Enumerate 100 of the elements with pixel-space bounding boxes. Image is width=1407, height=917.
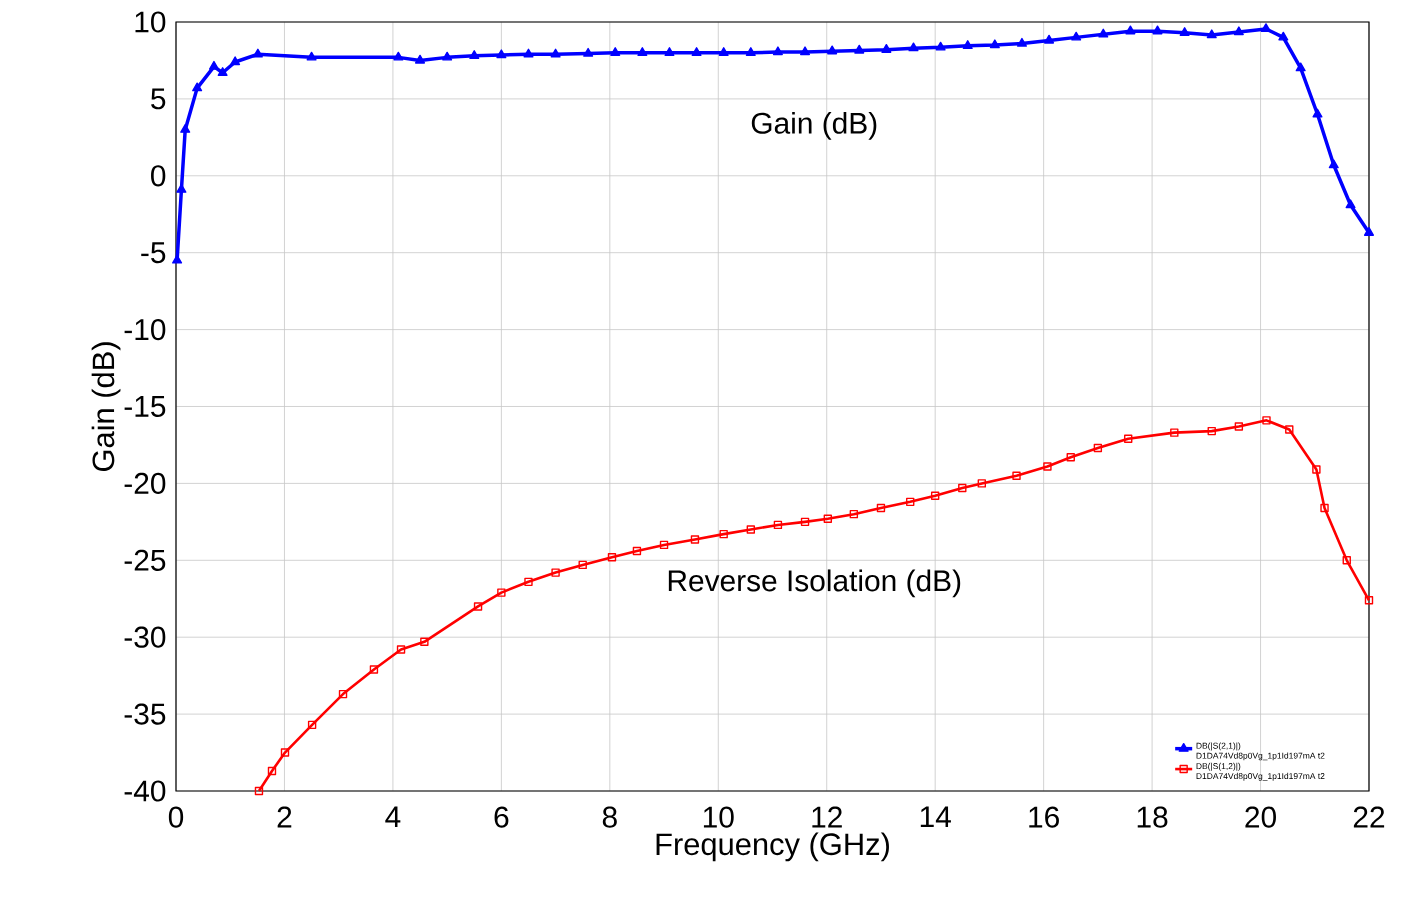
x-tick-label: 12 bbox=[812, 806, 842, 828]
point bbox=[773, 520, 783, 530]
point bbox=[338, 689, 348, 699]
point bbox=[1016, 37, 1027, 47]
point bbox=[935, 41, 946, 51]
point bbox=[524, 577, 533, 587]
point bbox=[1043, 462, 1052, 471]
point bbox=[906, 497, 915, 507]
point bbox=[280, 748, 290, 757]
point bbox=[1278, 31, 1289, 41]
point bbox=[396, 645, 406, 654]
point bbox=[1179, 27, 1190, 36]
point bbox=[306, 51, 317, 61]
point bbox=[496, 49, 507, 59]
point bbox=[1012, 471, 1021, 480]
point bbox=[583, 47, 594, 57]
point bbox=[823, 514, 833, 523]
x-tick-label: 10 bbox=[703, 806, 734, 828]
y-tick-label: -15 bbox=[124, 396, 166, 417]
point bbox=[473, 602, 483, 611]
point bbox=[254, 786, 264, 796]
point bbox=[876, 503, 886, 513]
y-tick-label: -10 bbox=[124, 319, 166, 341]
point bbox=[1044, 34, 1055, 44]
point bbox=[690, 535, 700, 544]
point bbox=[217, 67, 228, 76]
point bbox=[659, 540, 669, 550]
point bbox=[208, 60, 219, 70]
point bbox=[772, 46, 783, 56]
point bbox=[989, 39, 1000, 49]
point bbox=[442, 51, 453, 61]
point bbox=[746, 525, 756, 534]
point bbox=[800, 46, 811, 56]
point bbox=[1207, 426, 1216, 436]
point bbox=[252, 48, 263, 58]
point bbox=[497, 588, 506, 597]
point bbox=[1206, 29, 1217, 39]
point bbox=[719, 529, 728, 539]
point bbox=[908, 42, 919, 52]
point bbox=[1152, 25, 1163, 35]
point bbox=[1260, 23, 1271, 33]
point bbox=[881, 43, 892, 53]
point bbox=[854, 44, 865, 54]
point bbox=[664, 47, 675, 56]
point bbox=[180, 123, 191, 133]
point bbox=[1093, 443, 1103, 453]
point bbox=[420, 637, 429, 647]
x-axis-title: Frequency (GHz) bbox=[656, 832, 889, 862]
point bbox=[523, 48, 534, 58]
point bbox=[1098, 28, 1109, 38]
y-tick-label: 5 bbox=[151, 88, 166, 110]
point bbox=[551, 568, 560, 577]
point bbox=[267, 766, 277, 776]
x-tick-label: 18 bbox=[1137, 806, 1168, 828]
point bbox=[930, 491, 940, 500]
y-tick-label: -40 bbox=[124, 780, 166, 802]
y-axis-title: Gain (dB) bbox=[91, 342, 121, 472]
x-tick-label: 0 bbox=[168, 806, 184, 828]
y-tick-label: -25 bbox=[124, 549, 166, 571]
point bbox=[1320, 503, 1329, 513]
x-tick-label: 8 bbox=[602, 806, 617, 828]
point bbox=[962, 40, 973, 50]
point bbox=[637, 47, 648, 56]
point bbox=[718, 47, 729, 56]
y-tick-label: -35 bbox=[124, 703, 166, 725]
point bbox=[1285, 425, 1294, 434]
point bbox=[1312, 465, 1321, 474]
point bbox=[578, 560, 587, 570]
point bbox=[1233, 26, 1244, 36]
x-tick-label: 2 bbox=[277, 806, 292, 828]
legend-label: DB(|S(1,2)|) D1DA74Vd8p0Vg_1p1Id197mA t2 bbox=[1196, 762, 1325, 781]
y-tick-label: 10 bbox=[135, 11, 166, 33]
point bbox=[632, 546, 642, 556]
point bbox=[607, 553, 617, 562]
point bbox=[1262, 416, 1271, 425]
x-tick-label: 16 bbox=[1029, 806, 1059, 828]
point bbox=[1124, 434, 1133, 443]
point bbox=[800, 517, 810, 527]
point bbox=[691, 47, 702, 56]
annotation: Gain (dB) bbox=[751, 111, 877, 140]
point bbox=[307, 720, 317, 730]
point bbox=[977, 479, 987, 488]
x-tick-label: 6 bbox=[494, 806, 509, 828]
annotation: Reverse Isolation (dB) bbox=[668, 569, 961, 598]
point bbox=[1328, 159, 1339, 169]
point bbox=[230, 56, 241, 66]
point bbox=[192, 82, 203, 92]
point bbox=[369, 665, 379, 674]
legend-label: DB(|S(2,1)|) D1DA74Vd8p0Vg_1p1Id197mA t2 bbox=[1196, 742, 1325, 761]
point bbox=[393, 51, 404, 61]
point bbox=[1342, 556, 1351, 565]
y-tick-label: -20 bbox=[124, 472, 166, 494]
point bbox=[958, 483, 967, 493]
point bbox=[1295, 62, 1306, 72]
point bbox=[1071, 31, 1082, 41]
point bbox=[1234, 422, 1244, 431]
point bbox=[827, 45, 838, 55]
point bbox=[745, 47, 756, 56]
point bbox=[1066, 453, 1075, 462]
point bbox=[610, 47, 621, 56]
